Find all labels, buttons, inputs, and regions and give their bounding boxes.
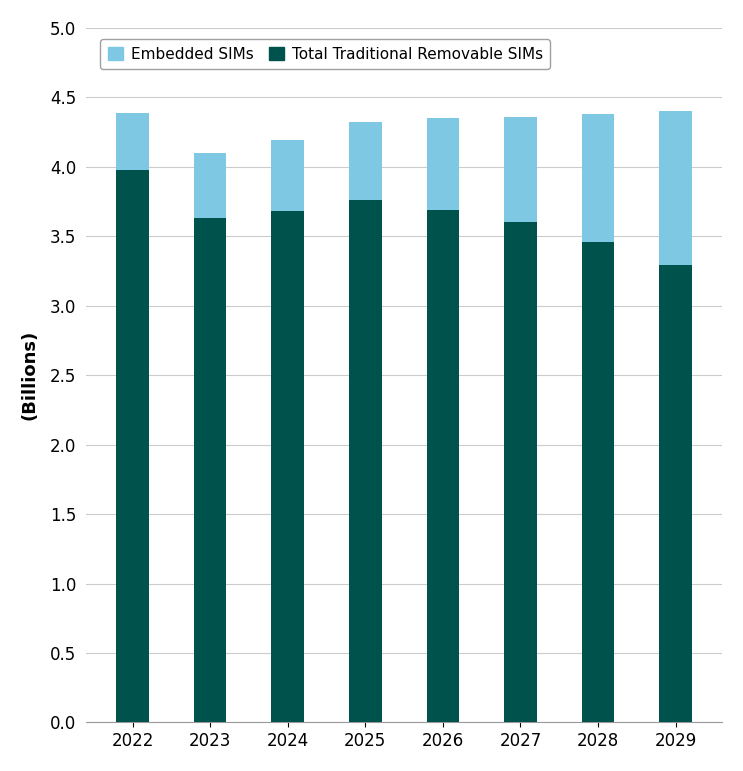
Bar (426, 210, 459, 722)
Bar (271, 211, 304, 722)
Bar (659, 265, 692, 722)
Bar (194, 218, 227, 722)
Bar (582, 114, 614, 242)
Bar (426, 118, 459, 210)
Bar (504, 116, 536, 222)
Bar (504, 222, 536, 722)
Y-axis label: (Billions): (Billions) (21, 330, 39, 420)
Legend: Embedded SIMs, Total Traditional Removable SIMs: Embedded SIMs, Total Traditional Removab… (100, 39, 551, 69)
Bar (349, 123, 382, 200)
Bar (194, 153, 227, 218)
Bar (271, 140, 304, 211)
Bar (117, 113, 149, 170)
Bar (659, 111, 692, 265)
Bar (582, 242, 614, 722)
Bar (349, 200, 382, 722)
Bar (117, 170, 149, 722)
